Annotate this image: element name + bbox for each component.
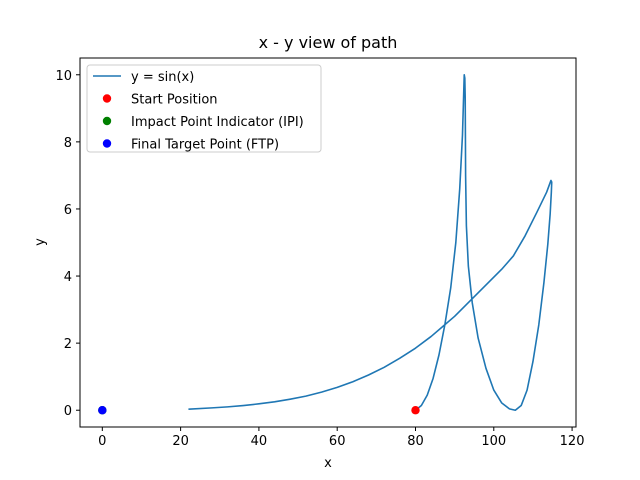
x-tick-label: 80 [407,434,424,449]
legend-label: Start Position [131,93,218,108]
x-tick-label: 120 [560,434,585,449]
legend: y = sin(x) Start Position Impact Point Ind… [86,64,322,153]
legend-marker-swatch [102,139,112,148]
y-tick-label: 8 [64,136,72,151]
y-axis-label: y [33,238,48,246]
data-layer [98,73,553,415]
axes-frame [79,57,577,428]
x-tick-label: 20 [172,434,189,449]
legend-marker-swatch [102,116,112,126]
chart-title: x - y view of path [259,33,398,52]
legend-marker-swatch [102,94,112,103]
scatter-point [411,406,420,415]
ticks-layer: 0 20 40 60 80 100 120 0 2 4 6 8 10 [55,69,584,449]
y-tick-label: 4 [64,270,72,285]
legend-label: y = sin(x) [131,70,194,85]
y-tick-label: 10 [55,69,72,84]
x-tick-label: 40 [251,434,268,449]
series-line [188,73,553,412]
x-tick-label: 60 [329,434,346,449]
x-tick-label: 100 [481,434,506,449]
x-axis-label: x [324,456,332,471]
y-tick-label: 2 [64,337,72,352]
y-tick-label: 0 [64,404,72,419]
legend-label: Final Target Point (FTP) [131,138,279,153]
y-tick-label: 6 [64,203,72,218]
x-tick-label: 0 [98,434,106,449]
plot-area [79,57,577,428]
legend-box [86,64,322,153]
scatter-point [98,406,107,415]
legend-label: Impact Point Indicator (IPI) [131,115,304,130]
